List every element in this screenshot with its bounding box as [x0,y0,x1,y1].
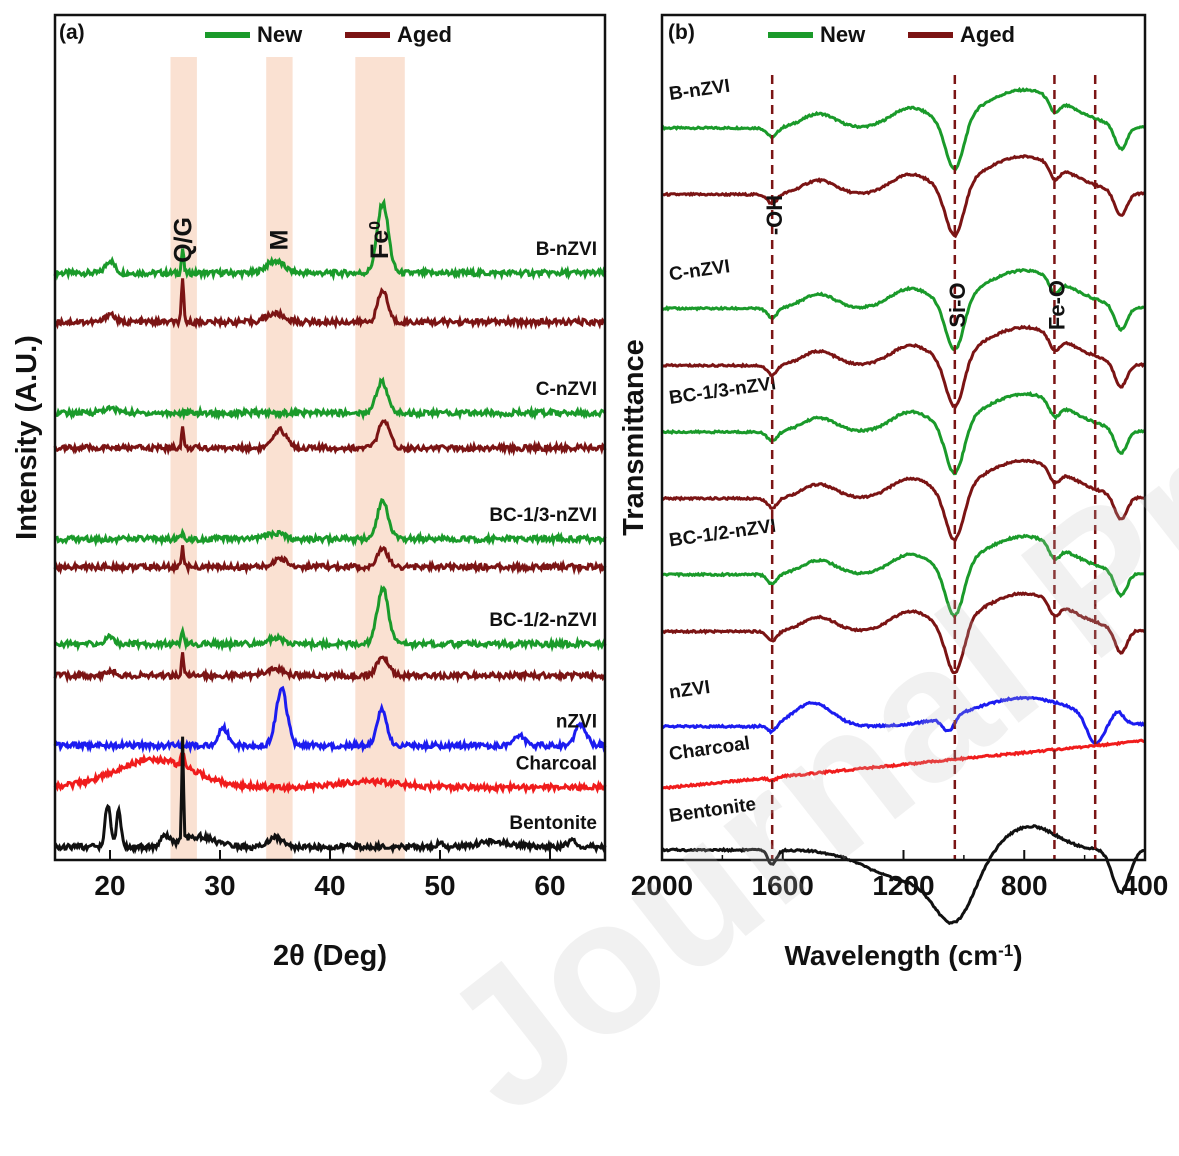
ftir-curve-0 [660,86,1147,172]
ftir-curve-label: C-nZVI [668,256,732,285]
legend-label: Aged [960,22,1015,47]
ftir-curve-1 [661,154,1147,239]
xrd-curve-label: C-nZVI [536,379,597,400]
panel-label: (a) [59,21,85,44]
xrd-curve-label: BC-1/2-nZVI [489,610,597,631]
band-label-0: Q/G [170,217,198,263]
ftir-curve-7 [660,591,1147,675]
ftir-curve-5 [661,458,1146,542]
figure: B-nZVI C-nZVI BC-1/3-nZVI BC-1/2-nZVI nZVI Ch… [11,13,1169,972]
ftir-curve-label: B-nZVI [668,76,732,105]
xrd-curve-label: Bentonite [509,813,597,834]
x-tick-label: 800 [1001,870,1048,901]
x-tick-label: 40 [314,870,345,901]
y-axis-label: Intensity (A.U.) [11,335,43,540]
legend-label: Aged [397,22,452,47]
band-2 [355,57,405,860]
ftir-curve-3 [661,324,1146,410]
ftir-curve-label: nZVI [668,677,712,704]
xrd-curve-2 [54,376,607,421]
plot-frame [660,13,1147,862]
ftir-curve-2 [661,267,1145,352]
band-0 [170,57,197,860]
marker-label-1: Si-O [945,282,970,327]
ftir-curve-6 [661,533,1146,619]
xrd-curve-6 [54,584,607,653]
xrd-curve-1 [54,278,606,331]
xrd-curve-label: Charcoal [516,754,597,775]
x-tick-label: 30 [204,870,235,901]
band-label-1: M [265,230,293,251]
panel-label: (b) [668,21,695,44]
xrd-curve-8 [53,685,607,755]
y-axis-label: Transmittance [618,339,650,536]
xrd-curve-7 [53,652,606,684]
xrd-curve-label: BC-1/3-nZVI [489,505,597,526]
ftir-curve-label: BC-1/3-nZVI [668,373,778,409]
marker-label-2: Fe-O [1044,280,1069,330]
ftir-curve-9 [661,738,1146,791]
ftir-curve-label: Charcoal [668,733,751,765]
x-tick-label: 1600 [752,870,814,901]
x-tick-label: 400 [1122,870,1169,901]
legend-label: New [820,22,866,47]
x-axis-label-sup: -1 [998,941,1013,960]
xrd-panel: B-nZVI C-nZVI BC-1/3-nZVI BC-1/2-nZVI nZVI Ch… [11,13,607,972]
band-label-sup: 0 [367,221,384,230]
xrd-curve-label: nZVI [556,712,597,733]
ftir-curve-10 [661,824,1146,926]
xrd-curve-5 [53,544,607,576]
x-tick-label: 50 [424,870,455,901]
xrd-curve-10 [53,736,607,855]
x-axis-label: Wavelength (cm-1) [784,940,1022,971]
x-tick-label: 2000 [631,870,693,901]
x-axis-label-end: ) [1013,940,1022,971]
x-tick-label: 1200 [872,870,934,901]
xrd-curve-3 [53,419,607,457]
x-axis-label: 2θ (Deg) [273,940,387,972]
ftir-panel: B-nZVI C-nZVI BC-1/3-nZVI BC-1/2-nZVI nZVI Ch… [618,13,1169,971]
band-1 [266,57,293,860]
xrd-curve-9 [53,750,607,795]
ftir-curve-4 [661,391,1146,476]
x-tick-label: 20 [94,870,125,901]
ftir-curve-label: BC-1/2-nZVI [668,516,778,552]
ftir-curve-8 [661,695,1146,747]
ftir-curve-label: Bentonite [668,794,758,827]
xrd-curve-label: B-nZVI [536,239,597,260]
x-tick-label: 60 [534,870,565,901]
legend-label: New [257,22,303,47]
xrd-curve-0 [53,197,607,282]
xrd-curve-4 [54,497,607,548]
marker-label-0: -OH [762,195,787,235]
